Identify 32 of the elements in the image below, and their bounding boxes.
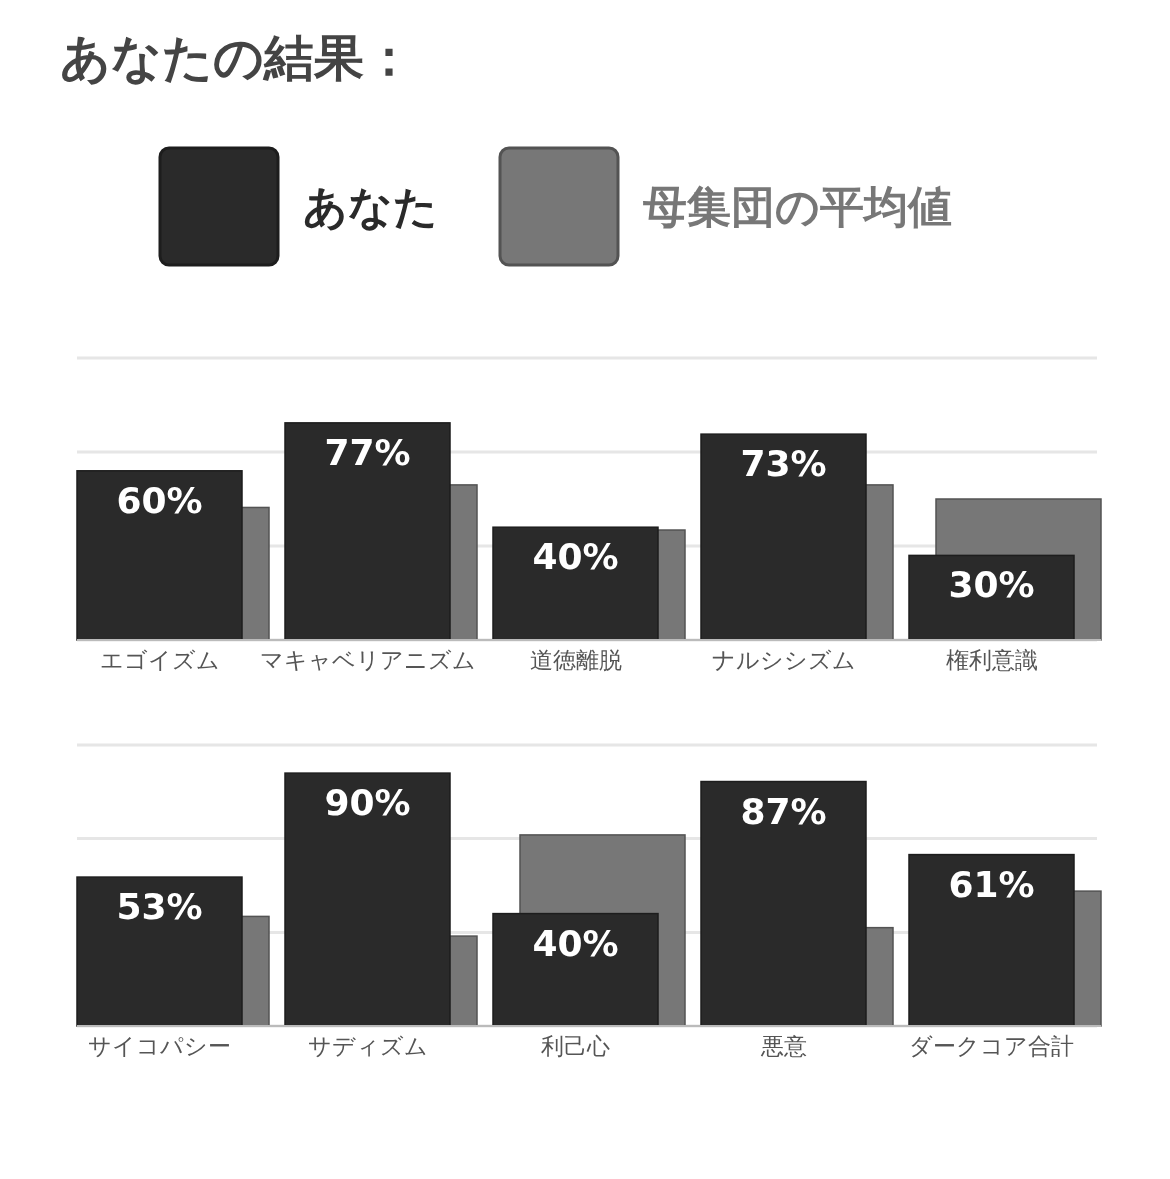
data-label: 30% — [948, 564, 1035, 606]
data-label: 61% — [948, 863, 1035, 905]
text: 母集団の平均値 — [643, 181, 952, 232]
x-tick-label: 道徳離脱 — [529, 647, 622, 673]
data-label: 60% — [116, 479, 203, 521]
bar — [76, 470, 243, 641]
x-tick-label: 利己心 — [541, 1033, 610, 1059]
x-tick-label: サディズム — [307, 1033, 428, 1059]
text: あなた — [303, 181, 438, 232]
x-tick-label: サイコパシー — [88, 1033, 231, 1059]
bar — [284, 422, 451, 641]
data-label: 40% — [532, 922, 619, 964]
data-label: 40% — [532, 536, 619, 578]
x-tick-label: ナルシシズム — [711, 647, 856, 673]
x-tick-label: エゴイズム — [99, 647, 220, 673]
x-tick-label: 権利意識 — [945, 647, 1038, 673]
bar — [700, 433, 867, 641]
bar — [908, 853, 1075, 1027]
bar — [492, 912, 659, 1027]
bar — [700, 780, 867, 1027]
chart-title: あなたの結果： — [60, 29, 414, 87]
bar — [76, 876, 243, 1027]
data-label: 53% — [116, 886, 203, 928]
data-label: 73% — [740, 443, 827, 485]
bar — [284, 772, 451, 1027]
bar — [492, 526, 659, 641]
data-label: 87% — [740, 790, 827, 832]
x-tick-label: 悪意 — [759, 1033, 807, 1059]
x-tick-label: マキャベリアニズム — [259, 647, 476, 673]
data-label: 90% — [324, 782, 411, 824]
x-tick-label: ダークコア合計 — [909, 1033, 1074, 1059]
data-label: 77% — [324, 431, 411, 473]
